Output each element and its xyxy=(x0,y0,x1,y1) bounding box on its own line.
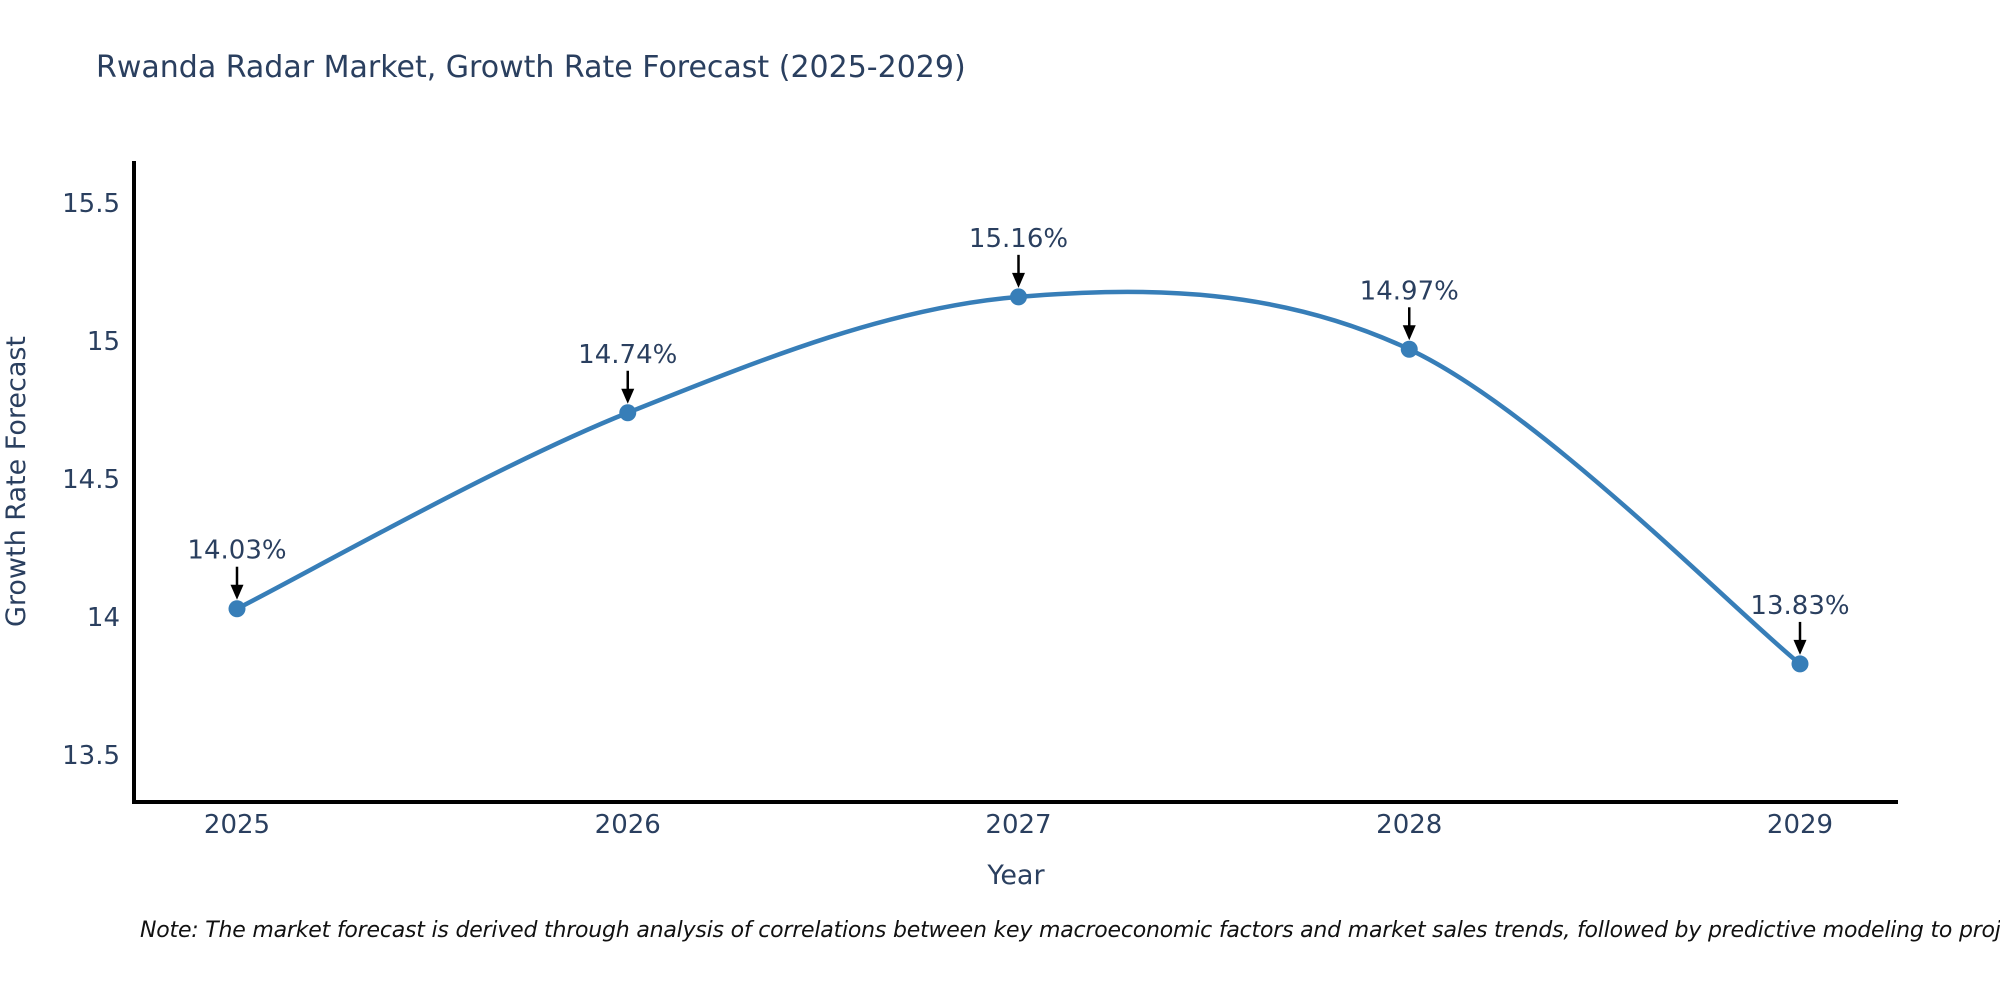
y-tick-label: 15.5 xyxy=(62,189,120,219)
y-tick-label: 14.5 xyxy=(62,465,120,495)
y-tick-label: 14 xyxy=(87,603,120,633)
y-tick-label: 15 xyxy=(87,327,120,357)
point-annotation: 13.83% xyxy=(1750,591,1850,655)
annotation-arrow-head xyxy=(621,388,635,404)
x-tick-label: 2027 xyxy=(985,810,1051,840)
x-tick-label: 2028 xyxy=(1376,810,1442,840)
point-annotation: 14.97% xyxy=(1360,276,1459,341)
forecast-line xyxy=(234,289,1803,667)
annotation-arrow-head xyxy=(230,584,244,600)
point-annotation: 14.74% xyxy=(578,340,677,404)
point-annotation: 14.03% xyxy=(187,536,287,600)
x-tick-label: 2025 xyxy=(204,810,270,840)
point-value-label: 13.83% xyxy=(1750,591,1849,621)
footnote: Note: The market forecast is derived thr… xyxy=(140,918,2000,943)
data-point-marker xyxy=(1400,340,1418,358)
annotation-arrow-head xyxy=(1793,639,1807,655)
point-value-label: 14.97% xyxy=(1360,276,1459,306)
data-point-marker xyxy=(228,600,246,618)
point-value-label: 14.74% xyxy=(578,340,677,370)
y-tick-label: 13.5 xyxy=(62,741,120,771)
y-axis-title: Growth Rate Forecast xyxy=(1,336,32,627)
data-point-marker xyxy=(619,404,637,422)
point-value-label: 14.03% xyxy=(187,536,286,566)
data-point-marker xyxy=(1791,655,1809,673)
data-point-marker xyxy=(1010,288,1027,306)
annotation-arrow-head xyxy=(1402,325,1416,341)
x-axis-title: Year xyxy=(986,860,1045,891)
point-annotation: 15.16% xyxy=(969,224,1068,288)
annotation-arrow-head xyxy=(1012,272,1025,288)
x-tick-label: 2026 xyxy=(595,810,661,840)
x-tick-label: 2029 xyxy=(1767,810,1833,840)
point-value-label: 15.16% xyxy=(969,224,1068,254)
chart-title: Rwanda Radar Market, Growth Rate Forecas… xyxy=(96,50,966,85)
